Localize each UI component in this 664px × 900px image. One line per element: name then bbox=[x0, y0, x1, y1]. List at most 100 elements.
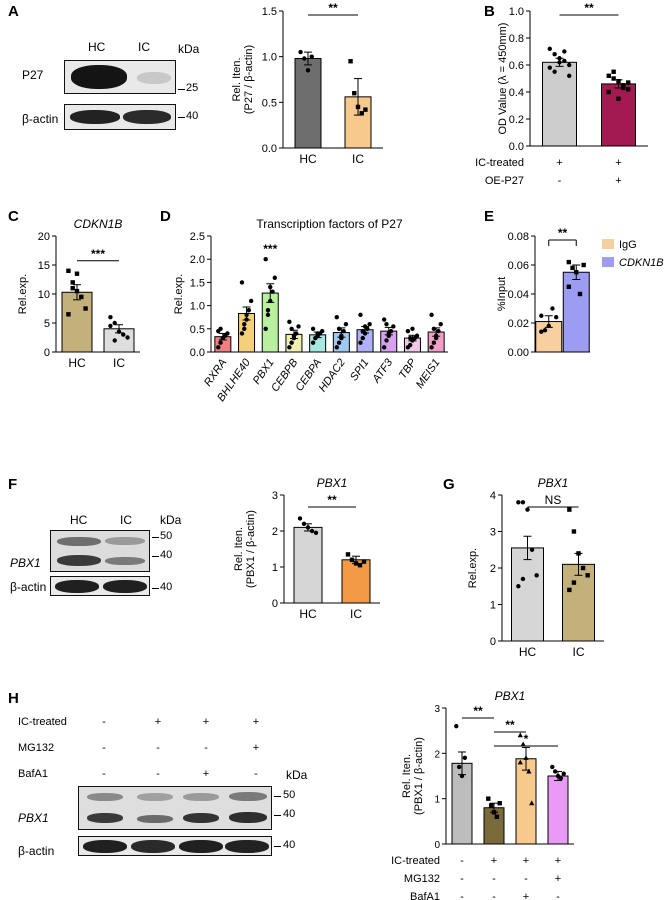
data-point bbox=[516, 500, 521, 505]
lane-label-hc: HC bbox=[70, 513, 88, 527]
x-tick-label: IC bbox=[573, 645, 585, 659]
treatment-sign: + bbox=[556, 157, 562, 169]
data-point bbox=[553, 315, 559, 320]
lane-label-ic: IC bbox=[120, 513, 132, 527]
data-point bbox=[570, 265, 575, 271]
significance-label: NS bbox=[545, 493, 562, 507]
panel-letter-a: A bbox=[8, 3, 19, 20]
panel-letter-h: H bbox=[8, 690, 19, 707]
y-tick-label: 1.0 bbox=[190, 301, 205, 313]
data-point bbox=[355, 104, 361, 110]
data-point bbox=[216, 345, 221, 350]
y-tick-label: 0.06 bbox=[508, 260, 529, 272]
legend-entry: CDKN1B bbox=[619, 257, 664, 269]
data-point bbox=[305, 68, 311, 73]
treatment-label: MG132 bbox=[404, 873, 440, 885]
data-point bbox=[606, 89, 611, 95]
data-point bbox=[268, 284, 273, 290]
treatment-sign: + bbox=[252, 716, 260, 728]
data-point bbox=[431, 340, 437, 345]
treatment-sign: - bbox=[460, 855, 464, 867]
data-point bbox=[272, 275, 278, 280]
data-point bbox=[552, 69, 557, 74]
data-point bbox=[310, 326, 316, 331]
y-axis-label: %Input bbox=[496, 277, 508, 311]
data-point bbox=[352, 91, 357, 96]
mw-marker: 50 bbox=[160, 530, 173, 542]
data-point bbox=[529, 547, 535, 552]
treatment-sign: - bbox=[492, 891, 496, 900]
data-point bbox=[360, 328, 365, 334]
data-point bbox=[566, 259, 572, 265]
data-point bbox=[248, 298, 254, 304]
data-point bbox=[626, 80, 631, 85]
treatment-sign: + bbox=[555, 855, 561, 867]
data-point bbox=[520, 576, 526, 582]
y-tick-label: 0.4 bbox=[509, 87, 524, 99]
y-tick-label: 0.2 bbox=[509, 114, 524, 126]
blot-row-pbx1: PBX1 bbox=[10, 556, 41, 570]
chart-title: PBX1 bbox=[495, 689, 526, 703]
data-point bbox=[360, 335, 365, 341]
y-axis-label: Rel. Iten. bbox=[401, 754, 413, 798]
data-point bbox=[358, 312, 363, 318]
mw-marker: 40 bbox=[160, 581, 173, 593]
x-tick-label: HC bbox=[519, 645, 537, 659]
data-point bbox=[626, 87, 631, 92]
data-point bbox=[497, 801, 502, 806]
y-tick-label: 4 bbox=[490, 490, 496, 502]
data-point bbox=[567, 73, 572, 79]
data-point bbox=[74, 271, 80, 276]
data-point bbox=[562, 49, 567, 54]
kda-label: kDa bbox=[178, 42, 200, 56]
x-tick-label: HC bbox=[299, 152, 317, 166]
data-point bbox=[291, 333, 297, 338]
mw-marker: 40 bbox=[186, 110, 199, 122]
data-point bbox=[581, 262, 586, 268]
data-point bbox=[66, 312, 71, 317]
data-point bbox=[576, 551, 581, 556]
data-point bbox=[494, 814, 500, 819]
data-point bbox=[386, 331, 391, 336]
data-point bbox=[429, 345, 434, 350]
data-point bbox=[571, 580, 577, 585]
data-point bbox=[220, 335, 226, 341]
data-point bbox=[358, 340, 363, 345]
data-point bbox=[488, 803, 494, 808]
data-point bbox=[491, 810, 497, 815]
data-point bbox=[334, 345, 339, 350]
treatment-sign: + bbox=[555, 873, 561, 885]
y-tick-label: 1.0 bbox=[262, 52, 277, 64]
data-point bbox=[263, 326, 268, 331]
data-point bbox=[287, 319, 292, 325]
data-point bbox=[313, 530, 319, 535]
data-point bbox=[606, 73, 611, 78]
significance-label: ** bbox=[584, 1, 594, 15]
y-tick-label: 0.0 bbox=[190, 347, 205, 359]
y-tick-label: 3 bbox=[490, 527, 496, 539]
blot-strip-actin bbox=[78, 836, 272, 856]
y-tick-label: 1.0 bbox=[509, 6, 524, 18]
y-tick-label: 0.5 bbox=[262, 97, 277, 109]
panel-letter-e: E bbox=[484, 208, 495, 225]
y-tick-label: 0.08 bbox=[508, 231, 529, 243]
data-point bbox=[289, 326, 294, 331]
bar bbox=[547, 775, 569, 845]
treatment-label: IC-treated bbox=[475, 157, 524, 169]
data-point bbox=[616, 96, 621, 101]
y-tick-label: 3 bbox=[272, 490, 278, 502]
data-point bbox=[320, 328, 325, 334]
data-point bbox=[302, 56, 307, 61]
data-point bbox=[244, 312, 249, 318]
data-point bbox=[313, 335, 318, 341]
treatment-sign: - bbox=[204, 742, 208, 754]
data-point bbox=[431, 326, 437, 331]
data-point bbox=[567, 507, 572, 512]
y-tick-label: 1.5 bbox=[190, 277, 205, 289]
treatment-sign: - bbox=[558, 175, 562, 187]
blot-row-actin: β-actin bbox=[18, 844, 55, 858]
treatment-label: MG132 bbox=[18, 742, 55, 754]
data-point bbox=[242, 326, 247, 331]
data-point bbox=[566, 284, 572, 289]
kda-label: kDa bbox=[286, 768, 308, 782]
